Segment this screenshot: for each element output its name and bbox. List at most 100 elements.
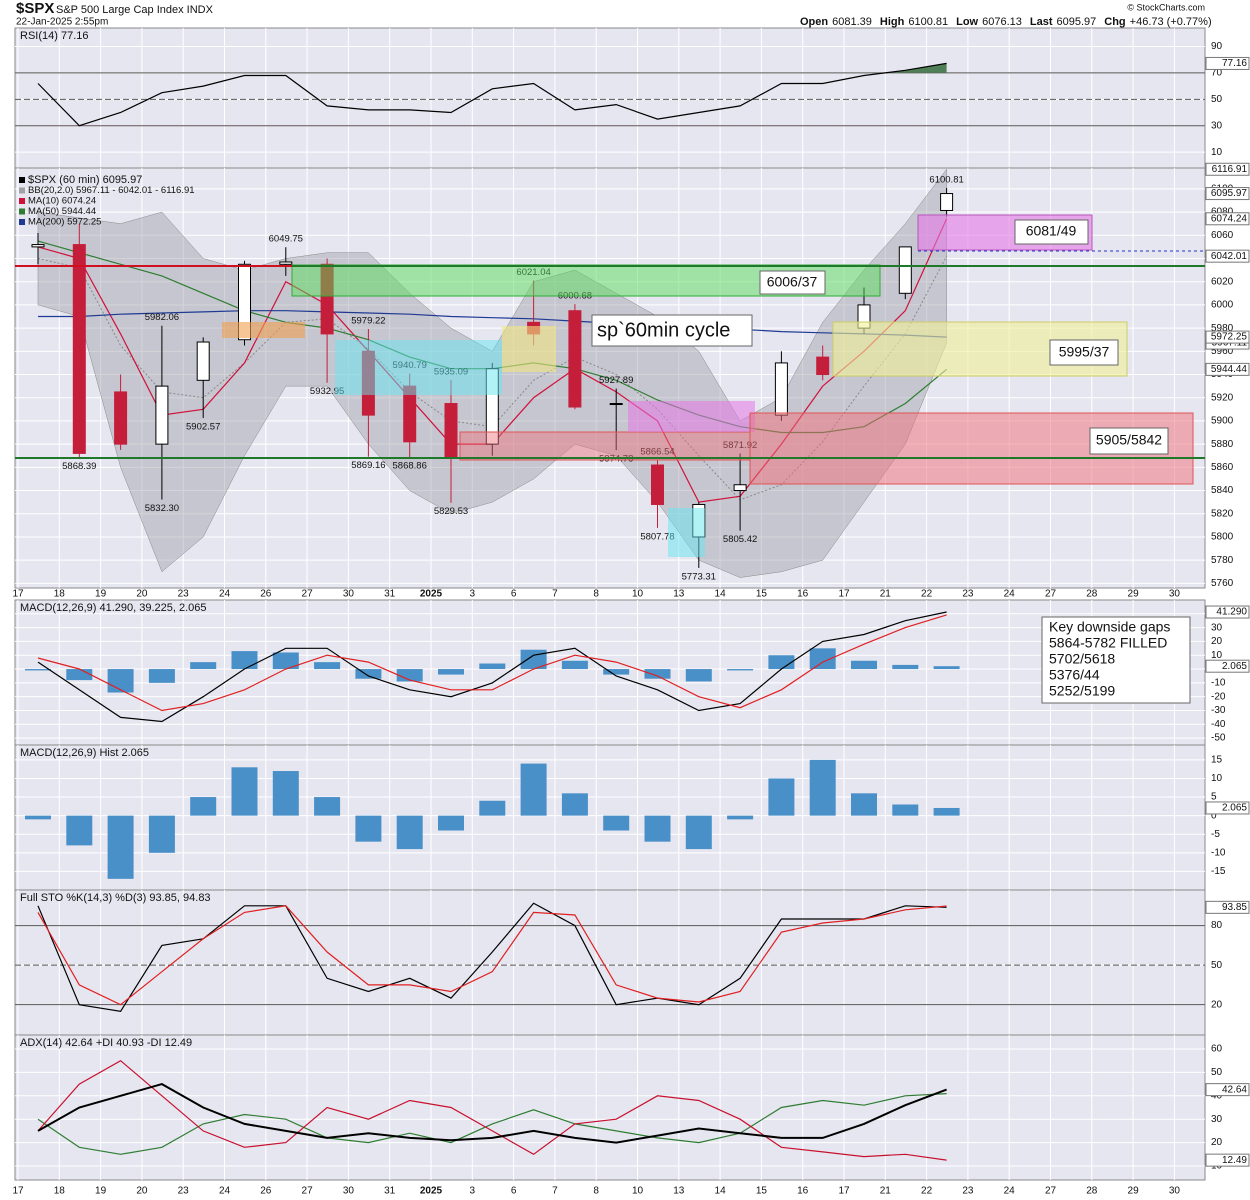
legend-swatch [19, 208, 25, 215]
y-tick-label: 6060 [1211, 230, 1234, 241]
plot [37, 902, 947, 1012]
x-tick-label: 6 [511, 1186, 517, 1197]
hist-bar [190, 797, 217, 816]
x-tick-label: 24 [219, 589, 231, 600]
quote-label: High [880, 16, 905, 28]
low-label: 5874.78 [599, 454, 633, 465]
hist-bar [355, 669, 382, 679]
panel-bg [14, 27, 1206, 169]
value-flag-label: 5972.25 [1211, 332, 1248, 343]
y-tick-label: 10 [1211, 773, 1223, 784]
high-label: 5871.92 [723, 440, 757, 451]
series-line [37, 902, 947, 1012]
y-tick-label: 5900 [1211, 416, 1234, 427]
x-tick-label: 26 [260, 589, 272, 600]
note-box [591, 314, 753, 347]
panel-title: MACD(12,26,9) Hist 2.065 [20, 747, 149, 759]
series-line [37, 62, 947, 127]
plot [25, 611, 960, 723]
legend-label: MA(50) 5944.44 [28, 206, 96, 217]
x-tick-label: 21 [880, 1186, 892, 1197]
x-tick-label: 10 [632, 1186, 644, 1197]
value-flag [1205, 1083, 1250, 1097]
value-flag-label: 6095.97 [1211, 188, 1248, 199]
quote-label: Open [800, 16, 828, 28]
y-tick-label: 5840 [1211, 485, 1234, 496]
hist-bar [231, 651, 258, 670]
note-line: 5376/44 [1049, 667, 1100, 683]
y-tick-label: 15 [1211, 755, 1223, 766]
value-flag-label: 2.065 [1222, 803, 1247, 814]
x-tick-label: 30 [1169, 589, 1181, 600]
candle-body [196, 341, 210, 381]
panel-bg [14, 889, 1206, 1036]
x-tick-label: 17 [838, 1186, 850, 1197]
x-tick-label: 14 [715, 589, 727, 600]
quote-value: 6076.13 [982, 16, 1022, 28]
x-tick-label: 28 [1086, 589, 1098, 600]
low-label: 5902.57 [186, 421, 220, 432]
x-tick-label: 30 [343, 1186, 355, 1197]
x-tick-label: 30 [343, 589, 355, 600]
x-tick-label: 15 [756, 589, 768, 600]
hist-bar [851, 793, 877, 816]
value-flag-label: 6116.91 [1212, 164, 1248, 175]
hist-bar [190, 662, 217, 670]
zone [222, 322, 305, 338]
value-flag [1205, 801, 1250, 815]
x-tick-label: 27 [302, 1186, 314, 1197]
hist-bar [685, 815, 712, 850]
note-line: 5702/5618 [1049, 651, 1115, 667]
x-tick-label: 27 [1045, 589, 1057, 600]
hist-bar [520, 763, 547, 816]
timestamp: 22-Jan-2025 2:55pm [16, 17, 108, 28]
y-tick-label: 30 [1211, 120, 1223, 131]
x-tick-label: 16 [797, 1186, 809, 1197]
value-flag-label: 2.065 [1222, 661, 1247, 672]
hist-bar [66, 815, 93, 846]
zone-label-box [1089, 427, 1169, 455]
y-tick-label: 5980 [1211, 323, 1234, 334]
y-tick-label: -15 [1211, 866, 1226, 877]
hist-bar [396, 815, 423, 850]
x-tick-label: 3 [470, 1186, 476, 1197]
value-flag [1205, 900, 1250, 914]
y-tick-label: -10 [1211, 847, 1226, 858]
y-tick-label: 70 [1211, 68, 1223, 79]
labels: 17 18 19 20 23 24 26 27 30 31 2025 3 6 7 8 10 13 14 15 16 17… [12, 56, 1250, 1197]
hist-bar [603, 669, 630, 675]
panel-title: ADX(14) 42.64 +DI 40.93 -DI 12.49 [20, 1037, 192, 1049]
candle-body [651, 464, 664, 505]
note-line: 5252/5199 [1049, 683, 1115, 699]
x-tick-label: 31 [384, 589, 396, 600]
value-flag-label: 12.49 [1222, 1155, 1247, 1166]
hist-bar [479, 800, 506, 816]
note-line: 5864-5782 FILLED [1049, 635, 1167, 651]
x-tick-label: 13 [673, 589, 685, 600]
x-tick-label: 7 [552, 589, 558, 600]
candle-body [72, 244, 86, 454]
series-line [37, 1059, 947, 1161]
x-tick-label: 2025 [420, 1186, 443, 1197]
hist-bar [272, 771, 299, 816]
y-tick-label: 60 [1211, 1044, 1223, 1055]
candle-body [774, 362, 788, 416]
legend-swatch [19, 177, 25, 183]
hist-bar [685, 669, 712, 682]
quote-value: 6081.39 [832, 16, 872, 28]
hist-bar [148, 669, 175, 683]
hist-bar [479, 663, 506, 670]
value-flag-label: 6042.01 [1211, 251, 1248, 262]
candle-body [898, 246, 912, 294]
value-flag [1205, 56, 1250, 70]
x-tick-label: 17 [12, 589, 24, 600]
x-tick-label: 26 [260, 1186, 272, 1197]
quote-value: 6100.81 [908, 16, 948, 28]
zone-label: 5995/37 [1059, 344, 1110, 360]
hist-bar [768, 778, 795, 816]
panel: 80 50 20 Full STO %K(14,3) %D(3) 93.85, 94.… [14, 889, 1223, 1036]
quote-value: +46.73 (+0.77%) [1130, 16, 1212, 28]
